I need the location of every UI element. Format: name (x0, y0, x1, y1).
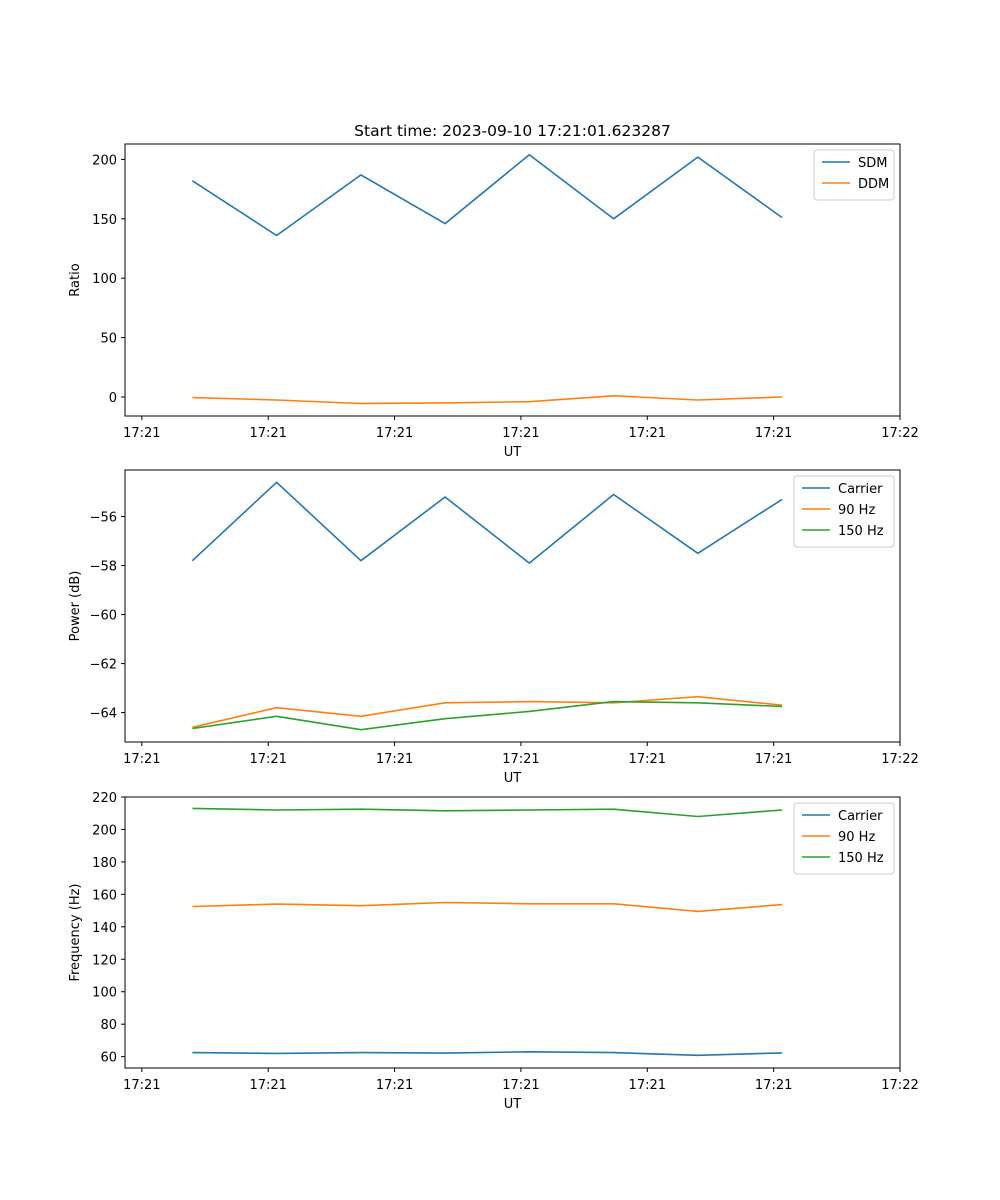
figure-title: Start time: 2023-09-10 17:21:01.623287 (354, 122, 671, 140)
series-line-150-hz (192, 700, 783, 731)
x-tick-label: 17:21 (376, 1078, 413, 1093)
x-tick-label: 17:21 (123, 752, 160, 767)
series-line-ddm (192, 394, 783, 405)
axes-frame (124, 143, 901, 417)
x-tick-label: 17:21 (376, 426, 413, 441)
y-tick-label: 50 (100, 332, 117, 347)
series-line-90-hz (192, 695, 783, 729)
y-tick-label: 150 (92, 213, 117, 228)
x-tick-label: 17:21 (249, 1078, 286, 1093)
axes-frame (124, 469, 901, 743)
y-tick-label: 220 (92, 791, 117, 806)
x-tick-label: 17:21 (629, 752, 666, 767)
y-tick-label: 120 (92, 953, 117, 968)
legend: Carrier 90 Hz 150 Hz (793, 802, 895, 875)
y-tick-label: −64 (90, 707, 117, 722)
legend: SDM DDM (813, 149, 895, 201)
y-tick-label: 0 (109, 391, 117, 406)
series-line-150-hz (192, 807, 783, 818)
y-axis-label: Power (dB) (68, 571, 83, 642)
x-tick-label: 17:21 (755, 1078, 792, 1093)
y-tick-label: 160 (92, 888, 117, 903)
y-tick-label: −58 (90, 560, 117, 575)
x-tick-label: 17:21 (629, 1078, 666, 1093)
x-tick-label: 17:21 (123, 426, 160, 441)
x-axis-label: UT (504, 445, 522, 460)
legend-label: Carrier (838, 482, 883, 497)
y-tick-label: 100 (92, 986, 117, 1001)
x-tick-label: 17:21 (249, 426, 286, 441)
y-axis-label: Ratio (68, 263, 83, 296)
x-tick-label: 17:21 (755, 426, 792, 441)
x-tick-label: 17:21 (502, 1078, 539, 1093)
y-axis-label: Frequency (Hz) (68, 883, 83, 981)
x-tick-label: 17:22 (881, 752, 918, 767)
x-tick-label: 17:21 (376, 752, 413, 767)
legend-label: 90 Hz (838, 503, 875, 518)
y-tick-label: 60 (100, 1051, 117, 1066)
series-line-carrier (192, 1051, 783, 1057)
legend: Carrier 90 Hz 150 Hz (793, 475, 895, 548)
x-tick-label: 17:22 (881, 1078, 918, 1093)
y-tick-label: 180 (92, 856, 117, 871)
legend-label: DDM (858, 177, 889, 192)
x-axis-label: UT (504, 1097, 522, 1112)
frequency-panel: 17:21 17:21 17:21 17:21 17:21 17:21 17:22 60 80 1… (68, 791, 919, 1112)
y-tick-label: 140 (92, 921, 117, 936)
legend-label: Carrier (838, 809, 883, 824)
y-tick-label: −60 (90, 609, 117, 624)
series-line-carrier (191, 481, 783, 564)
y-tick-label: −62 (90, 658, 117, 673)
series-line-90-hz (192, 901, 783, 913)
y-tick-label: −56 (90, 511, 117, 526)
x-tick-label: 17:21 (249, 752, 286, 767)
y-tick-label: 200 (92, 823, 117, 838)
x-tick-label: 17:22 (881, 426, 918, 441)
x-axis-label: UT (504, 771, 522, 786)
axes-frame (124, 796, 901, 1069)
legend-label: 90 Hz (838, 830, 875, 845)
power-panel: 17:21 17:21 17:21 17:21 17:21 17:21 17:22 −64 −6… (68, 469, 919, 786)
x-tick-label: 17:21 (629, 426, 666, 441)
y-tick-label: 100 (92, 272, 117, 287)
legend-label: 150 Hz (838, 851, 884, 866)
ratio-panel: 17:21 17:21 17:21 17:21 17:21 17:21 17:22 0 50 10… (68, 143, 919, 460)
x-tick-label: 17:21 (123, 1078, 160, 1093)
legend-label: SDM (858, 156, 887, 171)
x-tick-label: 17:21 (755, 752, 792, 767)
x-tick-label: 17:21 (502, 752, 539, 767)
legend-label: 150 Hz (838, 524, 884, 539)
y-tick-label: 200 (92, 153, 117, 168)
x-tick-label: 17:21 (502, 426, 539, 441)
series-line-sdm (191, 153, 783, 237)
y-tick-label: 80 (100, 1018, 117, 1033)
